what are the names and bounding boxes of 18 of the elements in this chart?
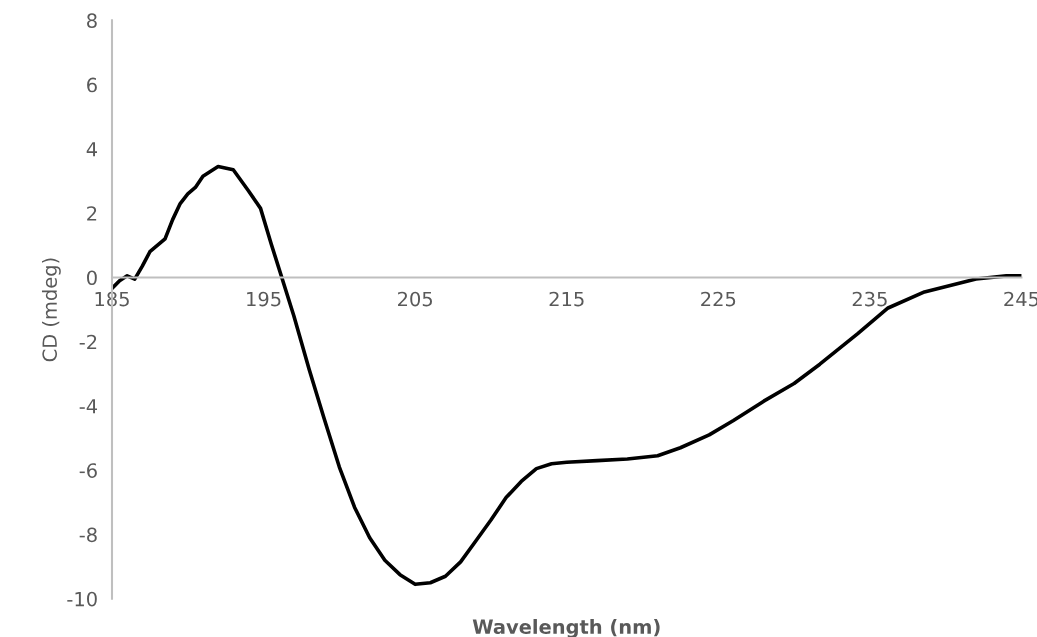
y-tick-label: 0 — [87, 270, 97, 286]
y-tick-label: -6 — [79, 463, 97, 478]
x-tick-label: 215 — [549, 291, 584, 307]
y-tick-label: -10 — [67, 591, 97, 607]
x-tick-label: 205 — [398, 291, 432, 307]
x-tick-label: 195 — [247, 291, 281, 307]
y-tick-label: 4 — [86, 142, 98, 157]
y-axis-title: CD (mdeg) — [41, 258, 61, 362]
y-tick-label: 2 — [87, 206, 97, 221]
x-tick-label: 225 — [701, 291, 736, 307]
x-tick-label: 235 — [852, 291, 887, 307]
y-tick-label: -8 — [79, 527, 97, 543]
y-tick-label: 8 — [87, 13, 97, 29]
y-tick-label: -2 — [79, 334, 97, 350]
x-tick-label: 185 — [95, 291, 129, 307]
y-tick-label: -4 — [79, 399, 98, 414]
x-axis-title: Wavelength (nm) — [472, 619, 660, 637]
y-tick-label: 6 — [87, 77, 97, 93]
